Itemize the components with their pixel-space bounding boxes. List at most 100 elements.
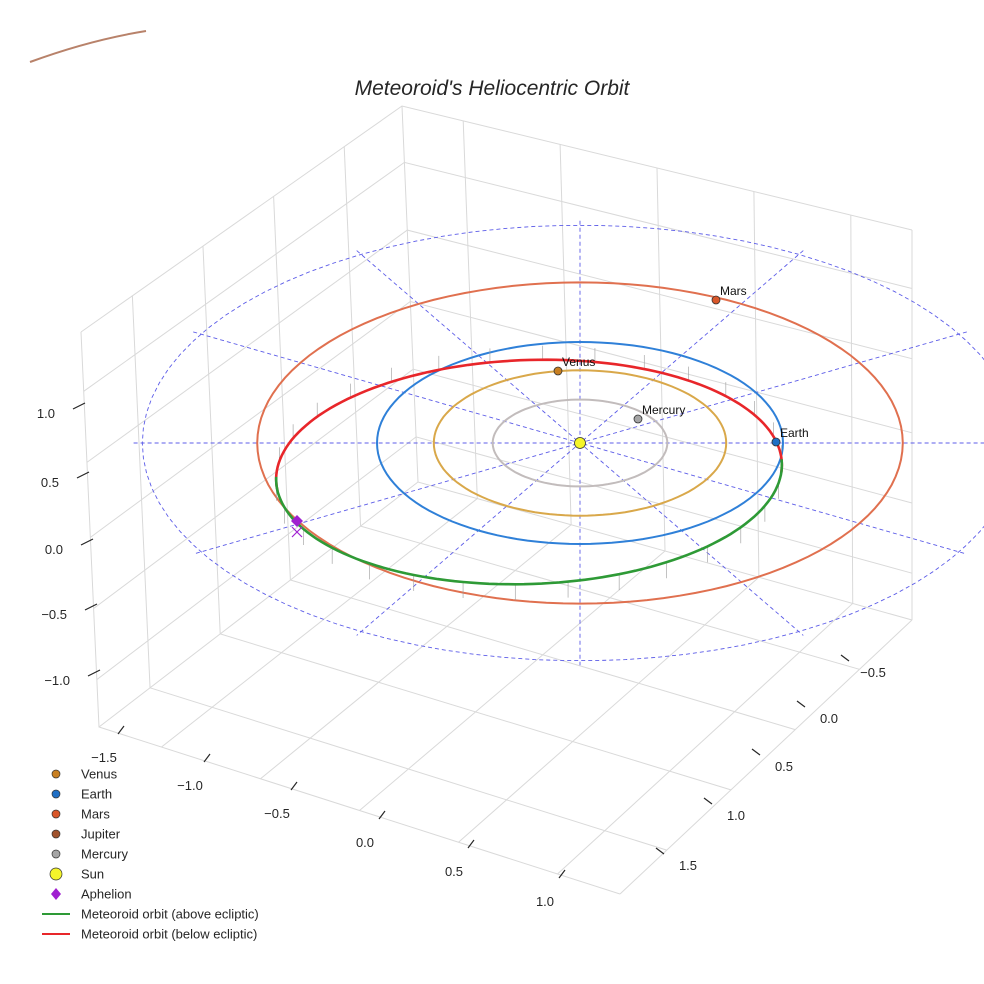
meteoroid-orbit-above xyxy=(274,459,784,586)
z-tick-mark xyxy=(72,402,86,410)
x-tick-mark xyxy=(290,781,298,791)
venus-label: Venus xyxy=(562,355,595,369)
grid-line-floor xyxy=(458,576,760,843)
z-tick-label: −1.0 xyxy=(44,673,70,688)
x-tick-mark xyxy=(558,869,566,879)
meteoroid-orbit-below xyxy=(274,358,784,491)
venus-marker xyxy=(553,366,563,376)
z-tick-mark xyxy=(84,603,98,611)
grid-line-left-vertical xyxy=(273,196,291,581)
grid-line-floor xyxy=(149,687,667,851)
grid-line-right-vertical xyxy=(462,120,478,499)
mars-label: Mars xyxy=(720,284,747,298)
x-tick-label: −0.5 xyxy=(264,806,290,821)
y-tick-mark xyxy=(703,797,713,805)
body-markers: Venus Mercury Earth Mars xyxy=(291,284,809,538)
grid-line-horizontal xyxy=(93,368,913,609)
legend-label: Jupiter xyxy=(81,827,121,842)
grid-line-left-vertical xyxy=(202,246,221,634)
x-tick-mark xyxy=(378,810,386,820)
grid-line-horizontal xyxy=(96,436,913,680)
earth-label: Earth xyxy=(780,426,809,440)
chart-title: Meteoroid's Heliocentric Orbit xyxy=(355,77,631,100)
grid-line-floor xyxy=(290,579,796,731)
legend-label: Meteoroid orbit (above ecliptic) xyxy=(81,907,259,922)
grid-line-floor xyxy=(359,550,666,811)
grid-line-left-vertical xyxy=(131,295,151,688)
x-tick-mark xyxy=(117,725,125,735)
earth-orbit xyxy=(375,340,784,546)
legend-label: Aphelion xyxy=(81,887,132,902)
x-tick-label: 0.5 xyxy=(445,864,463,879)
earth-marker xyxy=(771,437,781,447)
grid-line-left-vertical xyxy=(343,146,362,527)
x-tick-label: 0.0 xyxy=(356,835,374,850)
legend-marker xyxy=(51,888,61,900)
grid-line-right-vertical xyxy=(656,167,666,552)
y-tick-label: 0.0 xyxy=(820,711,838,726)
z-tick-mark xyxy=(76,471,90,479)
aphelion-projection-marker xyxy=(291,526,303,538)
x-tick-label: 1.0 xyxy=(536,894,554,909)
aphelion-marker xyxy=(291,515,303,527)
orbit-paths xyxy=(29,30,904,605)
z-tick-mark xyxy=(87,669,101,677)
mercury-orbit xyxy=(491,398,669,488)
grid-line-floor xyxy=(360,525,860,670)
x-tick-mark xyxy=(467,839,475,849)
grid-line-floor xyxy=(260,524,572,780)
grid-line-floor xyxy=(161,498,478,748)
grid-line-right-vertical xyxy=(559,144,572,525)
x-tick-mark xyxy=(203,753,211,763)
pane-floor-front-edge xyxy=(619,619,913,895)
y-tick-label: 0.5 xyxy=(775,759,793,774)
grid-line-floor xyxy=(557,603,854,875)
y-tick-mark xyxy=(751,748,761,756)
mercury-label: Mercury xyxy=(642,403,685,417)
sun-marker xyxy=(574,437,586,449)
legend-marker xyxy=(51,849,61,859)
z-tick-label: 0.5 xyxy=(41,475,59,490)
drop-lines xyxy=(276,345,782,601)
legend-label: Venus xyxy=(81,767,118,782)
z-tick-label: −0.5 xyxy=(41,607,67,622)
jupiter-orbit xyxy=(29,30,147,63)
legend-label: Meteoroid orbit (below ecliptic) xyxy=(81,927,257,942)
grid-line-right-vertical xyxy=(850,215,854,604)
axis-ticks: −1.0 −0.5 0.0 0.5 1.0 −1.5 −1.0 −0.5 0.0 0.5 1.0 −0… xyxy=(37,402,886,909)
legend-label: Earth xyxy=(81,787,112,802)
mars-marker xyxy=(711,295,721,305)
legend-marker xyxy=(49,867,63,881)
x-tick-label: −1.5 xyxy=(91,750,117,765)
legend: Venus Earth Mars Jupiter Mercury Sun Aphelion M… xyxy=(42,767,259,942)
legend-label: Mars xyxy=(81,807,110,822)
grid-line-horizontal xyxy=(86,229,913,463)
y-tick-label: 1.0 xyxy=(727,808,745,823)
pane-corner-edge xyxy=(401,105,419,483)
legend-label: Sun xyxy=(81,867,104,882)
legend-marker xyxy=(51,789,61,799)
z-tick-mark xyxy=(80,538,94,546)
legend-label: Mercury xyxy=(81,847,128,862)
axes-grid xyxy=(80,105,913,895)
y-tick-label: 1.5 xyxy=(679,858,697,873)
venus-orbit xyxy=(432,369,728,517)
y-tick-mark xyxy=(840,654,850,662)
legend-marker xyxy=(51,769,61,779)
z-tick-label: 1.0 xyxy=(37,406,55,421)
z-tick-label: 0.0 xyxy=(45,542,63,557)
pane-floor-back-edge xyxy=(98,481,913,728)
legend-marker xyxy=(51,829,61,839)
legend-marker xyxy=(51,809,61,819)
y-tick-label: −0.5 xyxy=(860,665,886,680)
mercury-marker xyxy=(633,414,643,424)
ecliptic-reference-grid xyxy=(133,220,984,666)
grid-line-horizontal xyxy=(90,300,913,538)
grid-line-horizontal xyxy=(83,161,913,392)
y-tick-mark xyxy=(796,700,806,708)
y-tick-mark xyxy=(655,847,665,855)
grid-line-floor xyxy=(220,633,732,791)
mars-orbit xyxy=(256,281,904,605)
x-tick-label: −1.0 xyxy=(177,778,203,793)
